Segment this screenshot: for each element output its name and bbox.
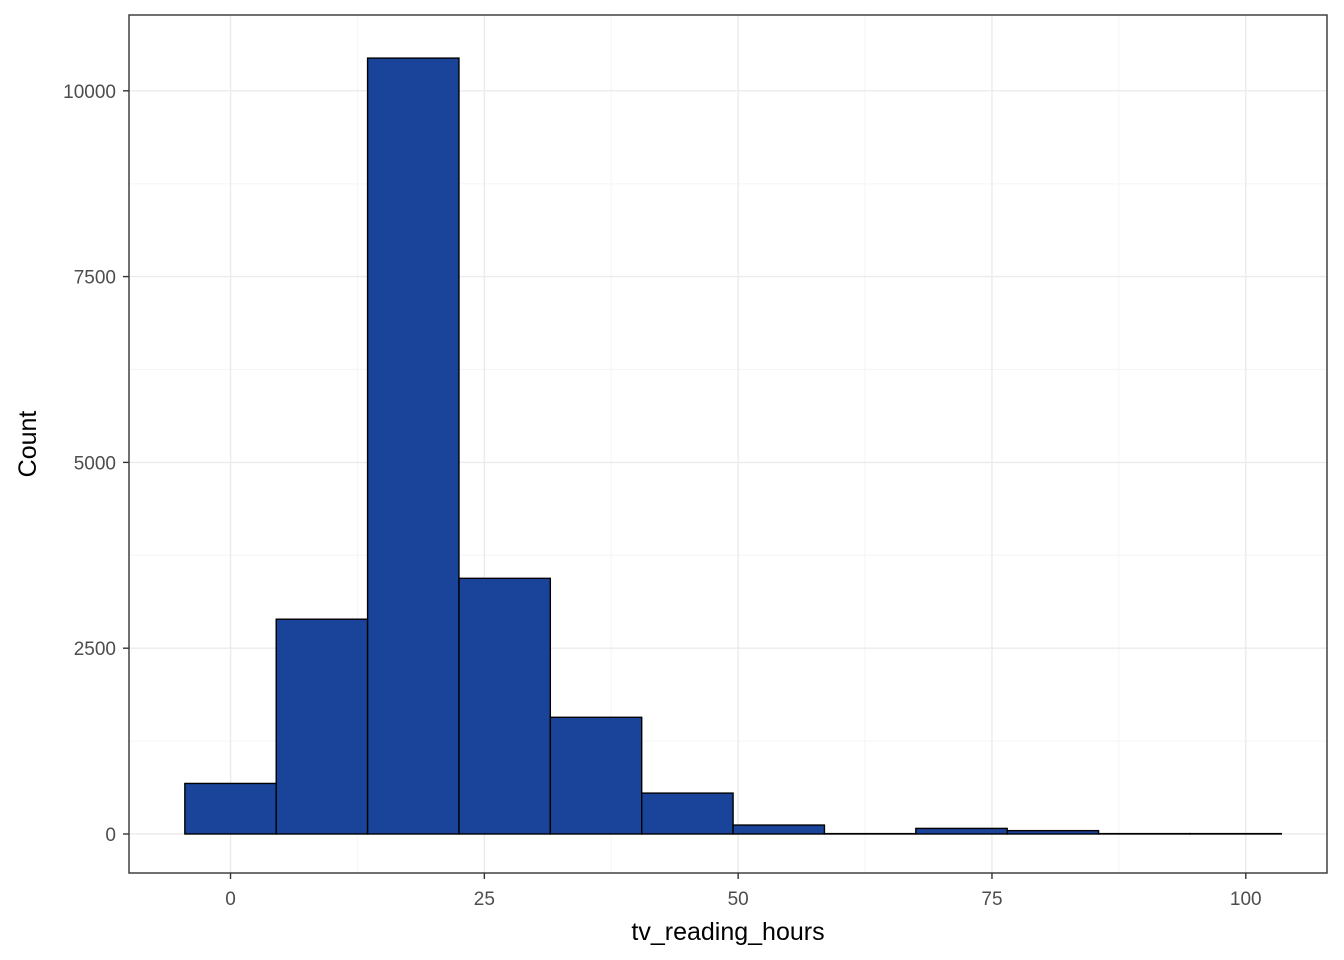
histogram-bar-4 bbox=[549, 716, 643, 835]
y-tick-label: 7500 bbox=[74, 268, 116, 289]
y-axis: 0 2500 5000 7500 10000 bbox=[63, 82, 129, 846]
y-axis-title: Count bbox=[14, 411, 42, 478]
x-tick-label: 0 bbox=[225, 889, 236, 910]
panel-border bbox=[128, 14, 1328, 874]
y-tick-label: 10000 bbox=[63, 82, 116, 103]
x-tick-label: 75 bbox=[981, 889, 1002, 910]
histogram-bar-2 bbox=[366, 57, 460, 835]
histogram-bar-1 bbox=[275, 618, 369, 835]
x-axis: 0 25 50 75 100 bbox=[225, 873, 1262, 910]
x-axis-title: tv_reading_hours bbox=[631, 918, 824, 946]
x-tick-label: 100 bbox=[1230, 889, 1262, 910]
x-tick-label: 50 bbox=[728, 889, 749, 910]
histogram-bar-0 bbox=[184, 782, 277, 835]
x-tick-label: 25 bbox=[474, 889, 495, 910]
y-tick-label: 0 bbox=[105, 825, 116, 846]
histogram-bar-6 bbox=[732, 824, 826, 835]
histogram-bar-3 bbox=[458, 577, 552, 835]
histogram-bar-5 bbox=[641, 792, 734, 835]
y-tick-label: 2500 bbox=[74, 639, 116, 660]
y-tick-label: 5000 bbox=[74, 453, 116, 474]
histogram-bars bbox=[184, 57, 1283, 835]
histogram-bar-8 bbox=[915, 827, 1008, 835]
histogram-bar-9 bbox=[1006, 829, 1100, 835]
